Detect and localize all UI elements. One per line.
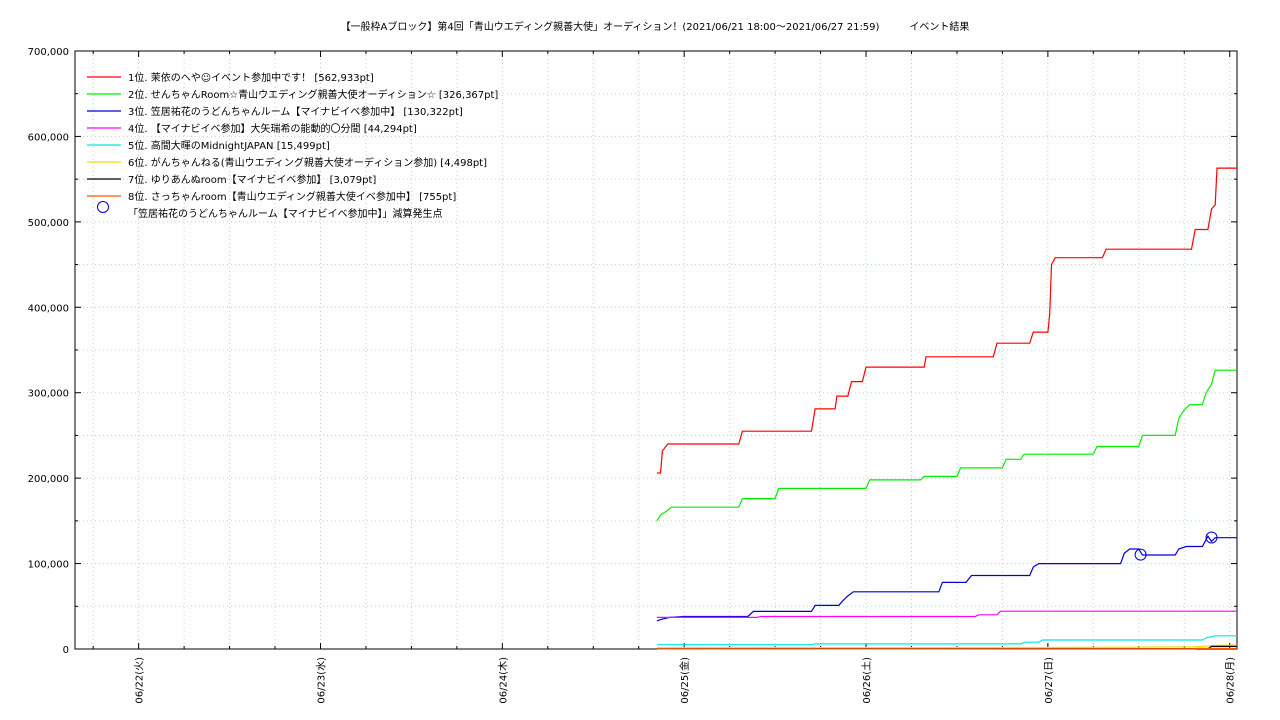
legend-label-3: 3位. 笠居祐花のうどんちゃんルーム【マイナビイベ参加中】 [130,322pt… bbox=[128, 105, 463, 118]
series-line-6 bbox=[656, 644, 1237, 649]
legend-label-7: 7位. ゆりあんぬroom【マイナビイベ参加】 [3,079pt] bbox=[128, 173, 376, 186]
series-line-4 bbox=[656, 610, 1237, 619]
series-line-5 bbox=[656, 635, 1237, 646]
legend-label-2: 2位. せんちゃんRoom☆青山ウエディング親善大使オーディション☆ [326,… bbox=[128, 88, 498, 101]
series-line-2 bbox=[656, 369, 1237, 522]
marker-group bbox=[1134, 531, 1218, 561]
y-tick-label: 700,000 bbox=[28, 47, 69, 58]
legend-label-1: 1位. 茉依のへや☺イベント参加中です！ [562,933pt] bbox=[128, 71, 374, 84]
series-group bbox=[656, 167, 1237, 650]
legend-label-4: 4位. 【マイナビイベ参加】大矢瑞希の能動的〇分間 [44,294pt] bbox=[128, 122, 417, 135]
y-tick-label: 300,000 bbox=[28, 389, 69, 400]
x-tick-label: 06/22(火) bbox=[134, 657, 146, 704]
decrease-marker bbox=[1134, 548, 1147, 561]
y-tick-label: 500,000 bbox=[28, 218, 69, 229]
y-axis: 0 100,000 200,000 300,000 400,000 500,000 600,… bbox=[28, 47, 1237, 656]
x-tick-label: 06/23(水) bbox=[315, 657, 327, 704]
y-tick-label: 0 bbox=[63, 645, 69, 656]
decrease-marker bbox=[1205, 531, 1218, 544]
x-tick-label: 06/28(月) bbox=[1225, 657, 1237, 704]
series-line-8 bbox=[656, 647, 1237, 650]
x-tick-label: 06/27(日) bbox=[1044, 657, 1055, 704]
y-tick-label: 400,000 bbox=[28, 303, 69, 314]
legend-marker-swatch bbox=[97, 201, 109, 213]
series-line-3 bbox=[656, 535, 1237, 622]
x-tick-label: 06/26(土) bbox=[860, 657, 873, 704]
y-tick-label: 600,000 bbox=[28, 132, 69, 143]
y-tick-label: 100,000 bbox=[28, 560, 69, 571]
legend-label-5: 5位. 高間大暉のMidnightJAPAN [15,499pt] bbox=[128, 139, 330, 152]
x-tick-label: 06/24(木) bbox=[497, 657, 509, 704]
legend-label-marker: 「笠居祐花のうどんちゃんルーム【マイナビイベ参加中】」減算発生点 bbox=[128, 207, 443, 220]
legend-label-8: 8位. さっちゃんroom【青山ウエディング親善大使イベ参加中】 [755pt] bbox=[128, 190, 456, 203]
legend-label-6: 6位. がんちゃんねる(青山ウエディング親善大使オーディション参加) [4,49… bbox=[128, 156, 487, 169]
y-tick-label: 200,000 bbox=[28, 474, 69, 485]
x-tick-label: 06/25(金) bbox=[678, 657, 691, 704]
x-axis: 06/22(火) 06/23(水) 06/24(木) 06/25(金) 06/26(土)… bbox=[92, 51, 1237, 704]
series-line-1 bbox=[656, 167, 1237, 474]
chart-title: 【一般枠Aブロック】第4回「青山ウエディング親善大使」オーディション！(2021… bbox=[341, 20, 970, 33]
legend: 1位. 茉依のへや☺イベント参加中です！ [562,933pt] 2位. せんちゃ… bbox=[87, 71, 498, 220]
